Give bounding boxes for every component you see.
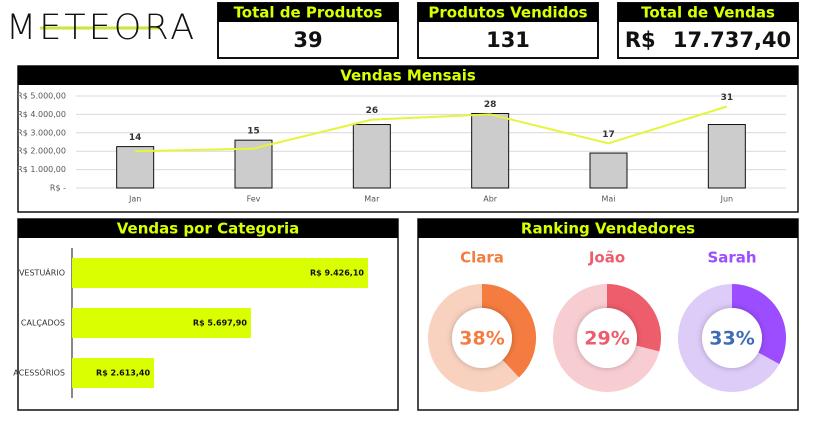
- seller-name: Clara: [460, 249, 504, 267]
- panel-title: Vendas por Categoria: [117, 220, 300, 238]
- panel-header: [18, 219, 398, 238]
- y-tick-label: R$ -: [50, 184, 66, 193]
- y-tick-label: R$ 5.000,00: [17, 92, 66, 101]
- bar: [589, 152, 628, 189]
- kpi-value: 39: [293, 28, 322, 52]
- y-tick-label: ACESSÓRIOS: [13, 367, 65, 378]
- kpi-value: 131: [486, 28, 530, 52]
- kpi-header: [618, 3, 798, 22]
- x-tick-label: Jan: [128, 195, 141, 204]
- kpi-title: Produtos Vendidos: [428, 4, 587, 22]
- data-label: 17: [602, 130, 615, 140]
- kpi-header: [418, 3, 598, 22]
- x-tick-label: Mai: [601, 195, 615, 204]
- y-tick-label: R$ 4.000,00: [17, 110, 66, 119]
- donut-label: 29%: [584, 328, 629, 350]
- kpi-title: Total de Vendas: [641, 4, 775, 22]
- data-label: 26: [366, 106, 379, 116]
- data-label: 14: [129, 133, 142, 143]
- donut-hole: [702, 308, 762, 368]
- data-label: R$ 5.697,90: [193, 319, 247, 328]
- seller-name: João: [588, 249, 625, 267]
- bar: [72, 308, 251, 338]
- kpi-header: [218, 3, 398, 22]
- bar: [707, 124, 746, 189]
- data-label: 31: [721, 93, 734, 103]
- seller-name: Sarah: [707, 249, 756, 267]
- bar: [72, 258, 368, 288]
- x-tick-label: Fev: [247, 195, 261, 204]
- panel-header: [418, 219, 798, 238]
- x-tick-label: Jun: [720, 195, 734, 204]
- donut-arc: [481, 284, 536, 378]
- y-tick-label: VESTUÁRIO: [19, 267, 65, 278]
- data-label: 28: [484, 100, 497, 110]
- logo-text: METEORA: [6, 8, 197, 48]
- donut-hole: [577, 308, 637, 368]
- panel-header: [18, 66, 798, 85]
- bar: [234, 139, 273, 189]
- donut-arc: [731, 284, 786, 365]
- kpi-value: R$ 17.737,40: [625, 28, 791, 52]
- data-label: R$ 9.426,10: [310, 269, 364, 278]
- panels: Vendas Mensais R$ - R$ 1.000,00 R$ 2.000,00…: [13, 65, 799, 411]
- logo: METEORA: [6, 8, 197, 48]
- data-label: R$ 2.613,40: [96, 369, 150, 378]
- y-tick-label: CALÇADOS: [21, 319, 65, 328]
- bar: [352, 124, 391, 189]
- bar: [116, 146, 155, 189]
- y-tick-label: R$ 3.000,00: [17, 128, 66, 137]
- kpi-title: Total de Produtos: [234, 4, 383, 22]
- data-label: 15: [247, 127, 260, 137]
- donut-arc: [606, 284, 661, 352]
- line: [135, 105, 728, 153]
- bar: [72, 358, 155, 388]
- panel-title: Ranking Vendedores: [521, 220, 695, 238]
- x-tick-label: Mar: [364, 195, 380, 204]
- panel-title: Vendas Mensais: [340, 67, 476, 85]
- donut-label: 33%: [709, 328, 754, 350]
- x-tick-label: Abr: [483, 195, 498, 204]
- y-tick-label: R$ 2.000,00: [17, 147, 66, 156]
- donut-label: 38%: [459, 328, 504, 350]
- y-tick-label: R$ 1.000,00: [17, 165, 66, 174]
- donut-hole: [452, 308, 512, 368]
- bar: [471, 112, 510, 189]
- kpi-cards: Total de Produtos 39 Produtos Vendidos 131 T…: [217, 2, 799, 59]
